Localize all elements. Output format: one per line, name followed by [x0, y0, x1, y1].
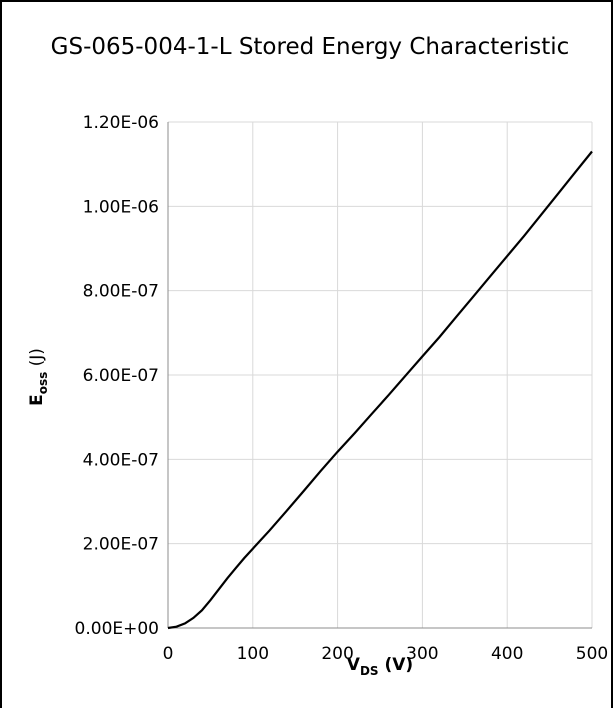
y-tick-label: 0.00E+00	[75, 619, 159, 639]
y-tick-label: 4.00E-07	[83, 450, 159, 470]
y-axis-label-main: E	[27, 394, 47, 406]
y-tick-label: 2.00E-07	[83, 535, 159, 555]
series-line-eoss	[167, 150, 593, 630]
axes-layer	[167, 122, 592, 629]
y-axis-label: Eoss (J)	[27, 348, 50, 406]
y-tick-label: 6.00E-07	[83, 366, 159, 386]
x-axis-label: VDS (V)	[347, 655, 413, 678]
x-axis-label-main: V	[347, 655, 361, 675]
y-axis-label-sub: oss	[36, 372, 50, 395]
x-tick-label: 200	[321, 644, 353, 664]
y-tick-labels: 0.00E+00 2.00E-07 4.00E-07 6.00E-07 8.00E-07…	[75, 113, 159, 639]
x-tick-label: 400	[491, 644, 523, 664]
x-axis-label-rest: (V)	[379, 655, 414, 675]
x-tick-labels: 0 100 200 300 400 500	[163, 644, 609, 664]
y-tick-label: 1.20E-06	[83, 113, 159, 133]
grid-layer	[168, 121, 593, 628]
x-tick-label: 100	[237, 644, 269, 664]
y-tick-label: 8.00E-07	[83, 282, 159, 302]
x-tick-label: 300	[406, 644, 438, 664]
y-axis-label-rest: (J)	[27, 348, 47, 372]
x-tick-label: 500	[576, 644, 608, 664]
chart-title: GS-065-004-1-L Stored Energy Characteris…	[51, 34, 570, 60]
y-tick-label: 1.00E-06	[83, 197, 159, 217]
x-axis-label-sub: DS	[360, 664, 379, 678]
x-tick-label: 0	[163, 644, 174, 664]
